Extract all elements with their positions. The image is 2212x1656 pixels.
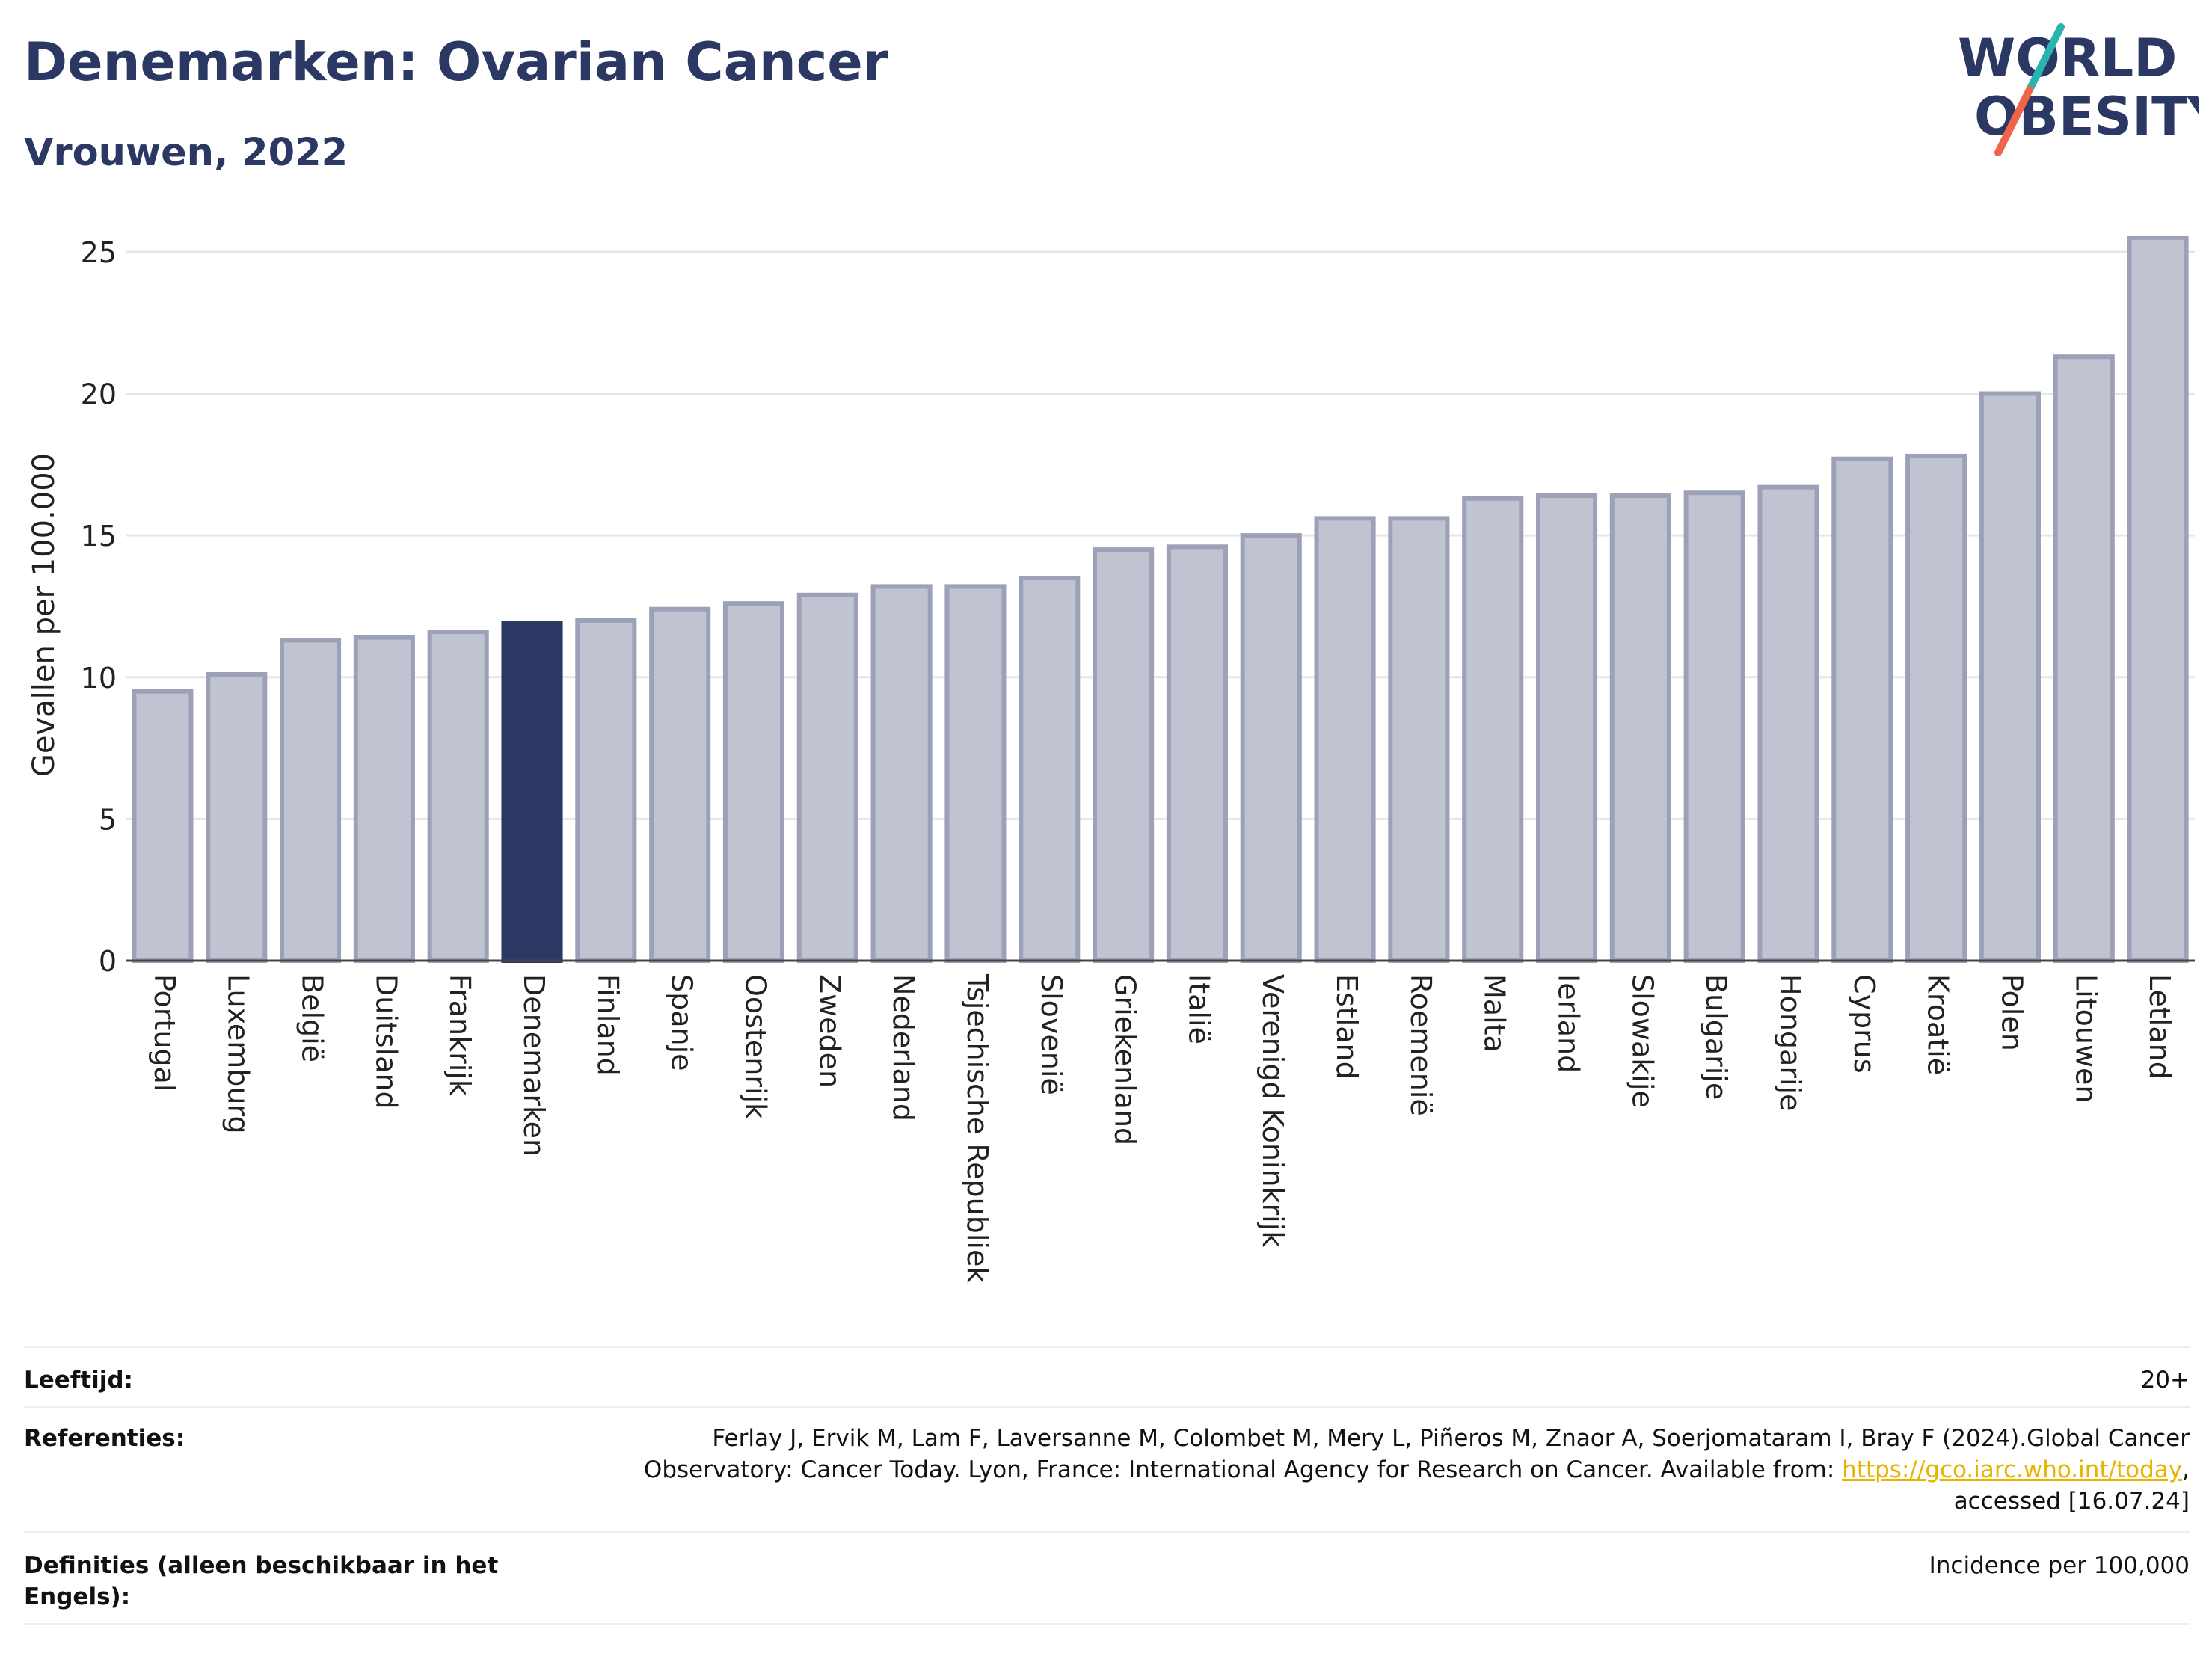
x-tick-label: Slovenië xyxy=(1035,974,1068,1095)
bar-tsjechische-republiek xyxy=(944,584,1007,963)
references-label: Referenties: xyxy=(24,1425,185,1452)
bar-malta xyxy=(1462,496,1524,963)
footer-table: Leeftijd: 20+ Referenties: Ferlay J, Erv… xyxy=(24,1346,2190,1625)
x-tick-label: Oostenrijk xyxy=(739,974,772,1119)
bar-griekenland xyxy=(1093,547,1155,963)
x-tick-label: Letland xyxy=(2143,974,2176,1080)
footer-row-definitions: Definities (alleen beschikbaar in het En… xyxy=(24,1531,2190,1625)
bar-estland xyxy=(1314,516,1376,963)
footer-row-references: Referenties: Ferlay J, Ervik M, Lam F, L… xyxy=(24,1406,2190,1531)
bars xyxy=(132,235,2189,964)
bar-litouwen xyxy=(2053,354,2115,964)
bar-ierland xyxy=(1535,493,1598,964)
x-tick-label: Zweden xyxy=(813,974,846,1088)
age-value: 20+ xyxy=(2140,1367,2190,1394)
bar-verenigd-koninkrijk xyxy=(1240,533,1302,963)
bar-portugal xyxy=(132,689,194,963)
references-value: Ferlay J, Ervik M, Lam F, Laversanne M, … xyxy=(589,1423,2190,1517)
bar-chart: 0 5 10 15 20 25 Portugal Luxemburg België Duitsl… xyxy=(27,235,2195,1283)
bar-sloveni- xyxy=(1019,576,1081,963)
bar-itali- xyxy=(1166,544,1228,963)
logo-text-world: WORLD xyxy=(1958,28,2177,89)
bar-slowakije xyxy=(1609,493,1671,964)
footer-row-age: Leeftijd: 20+ xyxy=(24,1346,2190,1406)
y-axis-ticks: 0 5 10 15 20 25 xyxy=(81,236,117,978)
x-axis-labels: Portugal Luxemburg België Duitsland Frankrij… xyxy=(148,973,2176,1283)
bar-kroati- xyxy=(1905,453,1967,963)
definitions-label: Definities (alleen beschikbaar in het En… xyxy=(24,1552,499,1610)
y-tick-label: 10 xyxy=(81,662,117,695)
bar-denemarken xyxy=(501,621,563,963)
bar-nederland xyxy=(870,584,933,963)
definitions-value: Incidence per 100,000 xyxy=(1929,1552,2190,1579)
x-tick-label: Frankrijk xyxy=(443,974,476,1096)
x-tick-label: Litouwen xyxy=(2069,974,2102,1104)
x-tick-label: Bulgarije xyxy=(1700,974,1733,1100)
x-tick-label: Roemenië xyxy=(1404,974,1437,1116)
chart-title: Denemarken: Ovarian Cancer xyxy=(24,31,889,93)
x-tick-label: Polen xyxy=(1995,974,2028,1051)
x-tick-label: Duitsland xyxy=(369,974,402,1109)
bar-polen xyxy=(1979,391,2041,963)
x-tick-label: Portugal xyxy=(148,974,181,1092)
y-tick-label: 20 xyxy=(81,378,117,411)
bar-letland xyxy=(2127,235,2189,964)
bar-cyprus xyxy=(1831,456,1893,963)
x-tick-label: Finland xyxy=(592,974,624,1076)
x-tick-label: Ierland xyxy=(1552,974,1585,1073)
references-text: Ferlay J, Ervik M, Lam F, Laversanne M, … xyxy=(643,1425,2190,1483)
y-tick-label: 0 xyxy=(99,945,117,978)
bar-hongarije xyxy=(1757,484,1819,963)
bar-roemeni- xyxy=(1388,516,1450,963)
y-tick-label: 15 xyxy=(81,520,117,552)
x-tick-label: Estland xyxy=(1330,974,1363,1080)
x-tick-label: België xyxy=(296,974,329,1062)
x-tick-label: Luxemburg xyxy=(222,974,255,1134)
x-tick-label: Nederland xyxy=(887,974,920,1121)
x-tick-label: Malta xyxy=(1478,974,1511,1053)
x-tick-label: Hongarije xyxy=(1774,974,1807,1111)
bar-spanje xyxy=(649,606,711,963)
bar-finland xyxy=(575,618,637,963)
world-obesity-logo: WORLD OBESITY xyxy=(1958,23,2199,156)
bar-luxemburg xyxy=(206,671,268,964)
references-link[interactable]: https://gco.iarc.who.int/today xyxy=(1842,1456,2183,1483)
y-tick-label: 25 xyxy=(81,236,117,269)
x-tick-label: Cyprus xyxy=(1848,974,1881,1074)
x-tick-label: Slowakije xyxy=(1626,974,1659,1108)
x-tick-label: Italië xyxy=(1182,974,1215,1044)
references-accessed: , accessed [16.07.24] xyxy=(1953,1456,2190,1515)
bar-frankrijk xyxy=(427,630,489,964)
x-tick-label: Griekenland xyxy=(1109,974,1142,1145)
logo-text-obesity: OBESITY xyxy=(1974,86,2199,147)
chart-subtitle: Vrouwen, 2022 xyxy=(24,131,348,175)
x-tick-label: Denemarken xyxy=(517,974,550,1157)
bar-duitsland xyxy=(353,635,415,964)
bar-zweden xyxy=(796,592,858,963)
logo-slash-teal xyxy=(2026,23,2065,93)
x-tick-label: Verenigd Koninkrijk xyxy=(1256,974,1289,1247)
x-tick-label: Tsjechische Republiek xyxy=(961,973,994,1283)
y-tick-label: 5 xyxy=(99,803,117,836)
bar-oostenrijk xyxy=(722,601,785,963)
x-tick-label: Kroatië xyxy=(1922,974,1955,1075)
bar-belgi- xyxy=(280,638,342,963)
x-tick-label: Spanje xyxy=(666,974,698,1071)
logo-slash-coral xyxy=(1994,86,2033,156)
bar-bulgarije xyxy=(1683,490,1745,963)
y-axis-title: Gevallen per 100.000 xyxy=(27,453,61,777)
age-label: Leeftijd: xyxy=(24,1367,133,1394)
